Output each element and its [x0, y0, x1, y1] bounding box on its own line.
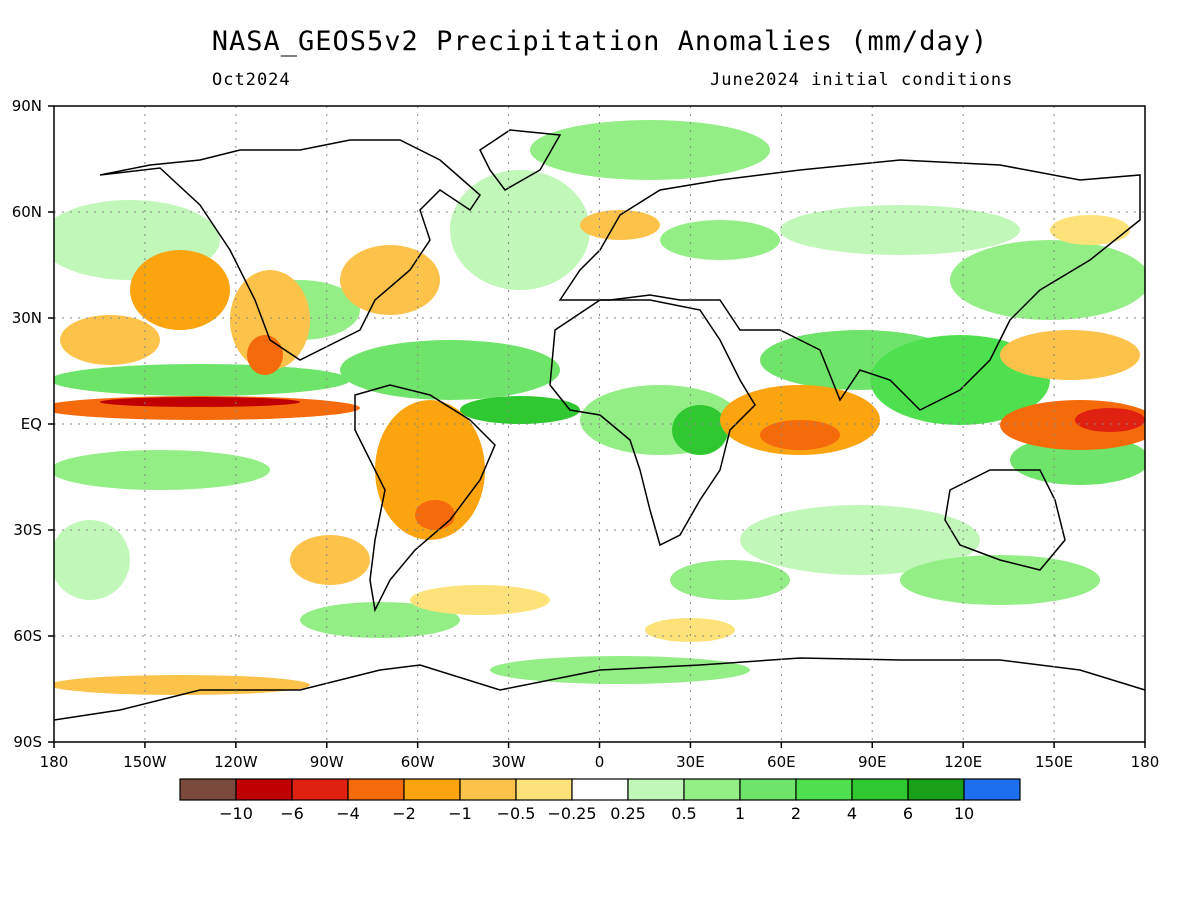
colorbar-swatch — [235, 778, 293, 801]
wet-anomaly — [740, 505, 980, 575]
dry-anomaly — [290, 535, 370, 585]
latitude-axis: 90N 60N 30N EQ 30S 60S 90S — [12, 97, 54, 751]
lon-label: 90W — [310, 753, 344, 771]
wet-anomaly — [54, 520, 130, 600]
lon-label: 30E — [676, 753, 705, 771]
north-america-outline — [99, 139, 481, 361]
wet-anomaly — [660, 220, 780, 260]
lon-label: 30W — [492, 753, 526, 771]
africa-outline — [549, 299, 756, 547]
dry-anomaly — [580, 210, 660, 240]
colorbar-label: 6 — [903, 804, 913, 823]
colorbar-label: −1 — [448, 804, 472, 823]
colorbar-label: −0.25 — [547, 804, 596, 823]
wet-anomaly — [780, 205, 1020, 255]
dry-anomaly — [415, 500, 455, 530]
lat-label: 90S — [13, 733, 42, 751]
wet-anomaly — [54, 450, 270, 490]
colorbar-swatch — [571, 778, 629, 801]
graticule — [54, 106, 1145, 742]
antarctica-outline — [54, 657, 1145, 721]
lon-label: 150W — [123, 753, 167, 771]
lon-label: 90E — [858, 753, 887, 771]
colorbar-swatch — [179, 778, 237, 801]
wet-anomaly — [340, 340, 560, 400]
lon-label: 120W — [214, 753, 258, 771]
lat-label: EQ — [21, 415, 42, 433]
wet-anomaly — [54, 364, 350, 396]
dry-anomaly — [1075, 408, 1145, 432]
greenland-outline — [479, 129, 562, 191]
wet-anomaly — [450, 170, 590, 290]
dry-anomaly — [54, 675, 310, 695]
dry-anomaly — [375, 400, 485, 540]
dry-anomaly — [760, 420, 840, 450]
europe-asia-outline — [558, 159, 1141, 411]
map-title: NASA_GEOS5v2 Precipitation Anomalies (mm… — [211, 26, 989, 57]
colorbar-label: −10 — [219, 804, 253, 823]
colorbar-swatch — [627, 778, 685, 801]
lat-label: 30S — [13, 521, 42, 539]
dry-anomaly — [247, 335, 283, 375]
colorbar-swatch — [907, 778, 965, 801]
dry-anomaly — [100, 397, 300, 407]
wet-anomaly — [670, 560, 790, 600]
lat-label: 60N — [12, 203, 42, 221]
wet-anomaly — [672, 405, 728, 455]
dry-anomaly — [645, 618, 735, 642]
colorbar-swatch — [739, 778, 797, 801]
dry-anomaly — [1050, 215, 1130, 245]
wet-anomaly — [530, 120, 770, 180]
lon-label: 60E — [767, 753, 796, 771]
lat-label: 90N — [12, 97, 42, 115]
colorbar-swatch — [515, 778, 573, 801]
colorbar-label: −6 — [280, 804, 304, 823]
colorbar-swatch — [963, 778, 1021, 801]
colorbar-swatch — [851, 778, 909, 801]
south-america-outline — [354, 384, 496, 613]
colorbar-label: −0.5 — [497, 804, 536, 823]
colorbar-swatch — [403, 778, 461, 801]
lon-label: 180 — [1131, 753, 1160, 771]
colorbar-label: 0.25 — [610, 804, 646, 823]
dry-anomaly — [130, 250, 230, 330]
lon-label: 0 — [595, 753, 605, 771]
lat-label: 60S — [13, 627, 42, 645]
forecast-month: Oct2024 — [212, 70, 291, 90]
lon-label: 60W — [401, 753, 435, 771]
colorbar-swatch — [795, 778, 853, 801]
wet-anomaly — [460, 396, 580, 424]
lon-label: 150E — [1035, 753, 1073, 771]
lon-label: 120E — [944, 753, 982, 771]
colorbar-swatch — [683, 778, 741, 801]
dry-anomaly — [340, 245, 440, 315]
australia-outline — [944, 469, 1066, 571]
colorbar-swatch — [459, 778, 517, 801]
longitude-axis: 180 150W 120W 90W 60W 30W 0 30E 60E 90E 120E 150E 18… — [40, 742, 1160, 771]
colorbar-label: −4 — [336, 804, 360, 823]
dry-anomaly — [1000, 330, 1140, 380]
wet-anomaly — [300, 602, 460, 638]
wet-anomaly — [900, 555, 1100, 605]
colorbar-label: 1 — [735, 804, 745, 823]
dry-anomaly — [60, 315, 160, 365]
dry-anomaly — [410, 585, 550, 615]
colorbar-label: 0.5 — [671, 804, 696, 823]
colorbar-label: 10 — [954, 804, 974, 823]
wet-anomaly — [950, 240, 1145, 320]
colorbar-label: 2 — [791, 804, 801, 823]
colorbar: −10 −6 −4 −2 −1 −0.5 −0.25 0.25 0.5 1 2 4 6 10 — [179, 778, 1021, 823]
coastlines — [54, 129, 1145, 721]
colorbar-swatch — [347, 778, 405, 801]
colorbar-label: 4 — [847, 804, 857, 823]
wet-anomaly — [490, 656, 750, 684]
colorbar-swatch — [291, 778, 349, 801]
initial-conditions-label: June2024 initial conditions — [710, 70, 1014, 90]
lat-label: 30N — [12, 309, 42, 327]
colorbar-label: −2 — [392, 804, 416, 823]
lon-label: 180 — [40, 753, 69, 771]
